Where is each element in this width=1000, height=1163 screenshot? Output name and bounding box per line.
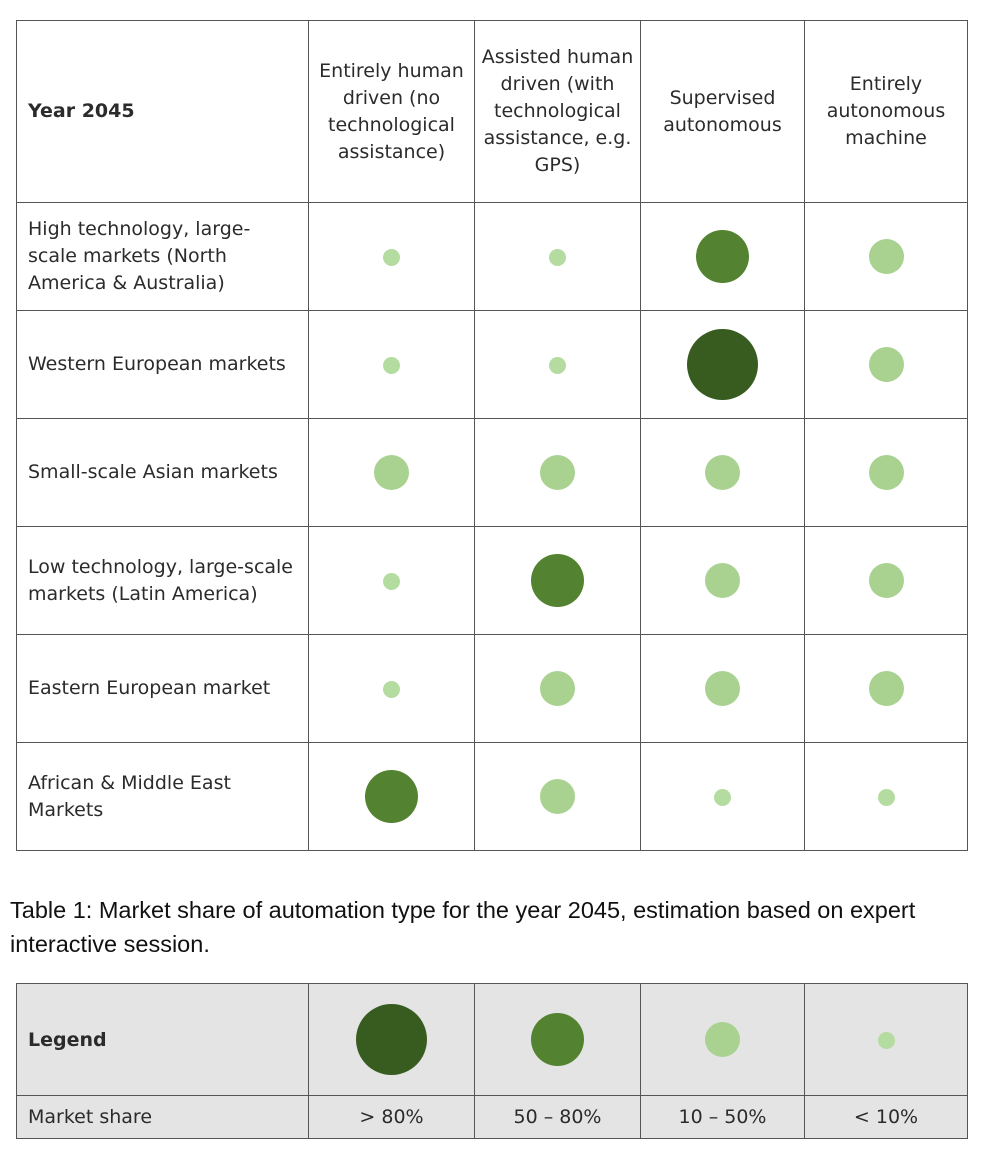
table-caption: Table 1: Market share of automation type… bbox=[10, 897, 916, 957]
share-cell bbox=[640, 742, 805, 851]
share-cell bbox=[308, 418, 475, 527]
column-header: Entirely human driven (no technological … bbox=[308, 20, 475, 203]
table-row: Low technology, large-scale markets (Lat… bbox=[16, 526, 968, 635]
table-row: Small-scale Asian markets bbox=[16, 418, 968, 527]
legend-values-row: Market share > 80% 50 – 80% 10 – 50% < 1… bbox=[16, 1095, 968, 1139]
share-dot bbox=[705, 563, 740, 598]
share-cell bbox=[474, 742, 641, 851]
legend-dot bbox=[531, 1013, 584, 1066]
share-cell bbox=[804, 202, 968, 311]
share-dot bbox=[868, 455, 904, 490]
share-dot bbox=[383, 249, 400, 266]
share-cell bbox=[474, 634, 641, 743]
legend-title: Legend bbox=[16, 983, 309, 1096]
share-cell bbox=[308, 202, 475, 311]
legend-dot bbox=[356, 1004, 427, 1075]
share-cell bbox=[804, 742, 968, 851]
market-label: Small-scale Asian markets bbox=[16, 418, 309, 527]
share-cell bbox=[640, 202, 805, 311]
market-share-value: 10 – 50% bbox=[640, 1095, 805, 1139]
column-header: Entirely autonomous machine bbox=[804, 20, 968, 203]
table-row: High technology, large-scale markets (No… bbox=[16, 202, 968, 311]
market-share-value: < 10% bbox=[804, 1095, 968, 1139]
share-cell bbox=[640, 418, 805, 527]
market-share-label: Market share bbox=[16, 1095, 309, 1139]
market-share-value: 50 – 80% bbox=[474, 1095, 641, 1139]
share-dot bbox=[540, 779, 575, 814]
share-dot bbox=[696, 230, 749, 283]
share-dot bbox=[877, 789, 895, 806]
market-label: High technology, large-scale markets (No… bbox=[16, 202, 309, 311]
table-row: Eastern European market bbox=[16, 634, 968, 743]
share-cell bbox=[804, 310, 968, 419]
share-dot bbox=[365, 770, 418, 823]
legend-dot-cell bbox=[804, 983, 968, 1096]
share-dot bbox=[540, 671, 575, 706]
share-cell bbox=[308, 526, 475, 635]
share-cell bbox=[804, 634, 968, 743]
share-dot bbox=[687, 329, 758, 400]
share-dot bbox=[868, 563, 904, 598]
share-dot bbox=[705, 455, 740, 490]
share-cell bbox=[308, 634, 475, 743]
share-dot bbox=[868, 347, 904, 382]
market-share-table: Year 2045 Entirely human driven (no tech… bbox=[16, 20, 968, 851]
share-dot bbox=[383, 681, 400, 698]
share-cell bbox=[474, 526, 641, 635]
market-label: African & Middle East Markets bbox=[16, 742, 309, 851]
share-dot bbox=[868, 239, 904, 274]
share-cell bbox=[308, 742, 475, 851]
legend-table: Legend Market share > 80% 50 – 80% 10 – … bbox=[16, 983, 968, 1139]
share-dot bbox=[705, 671, 740, 706]
share-cell bbox=[804, 526, 968, 635]
share-cell bbox=[640, 634, 805, 743]
share-cell bbox=[474, 310, 641, 419]
share-cell bbox=[474, 202, 641, 311]
column-header: Supervised autonomous bbox=[640, 20, 805, 203]
share-cell bbox=[308, 310, 475, 419]
share-dot bbox=[540, 455, 575, 490]
legend-dot-cell bbox=[308, 983, 475, 1096]
year-header: Year 2045 bbox=[16, 20, 309, 203]
share-dot bbox=[383, 573, 400, 590]
share-dot bbox=[549, 249, 566, 266]
legend-dot bbox=[705, 1022, 740, 1057]
share-dot bbox=[374, 455, 409, 490]
header-row: Year 2045 Entirely human driven (no tech… bbox=[16, 20, 968, 203]
market-label: Low technology, large-scale markets (Lat… bbox=[16, 526, 309, 635]
market-share-value: > 80% bbox=[308, 1095, 475, 1139]
market-label: Western European markets bbox=[16, 310, 309, 419]
table-row: Western European markets bbox=[16, 310, 968, 419]
share-dot bbox=[531, 554, 584, 607]
share-dot bbox=[868, 671, 904, 706]
share-cell bbox=[804, 418, 968, 527]
legend-dot-cell bbox=[640, 983, 805, 1096]
share-dot bbox=[714, 789, 731, 806]
market-label: Eastern European market bbox=[16, 634, 309, 743]
legend-dots-row: Legend bbox=[16, 983, 968, 1096]
legend-dot bbox=[877, 1032, 895, 1049]
share-cell bbox=[640, 526, 805, 635]
share-dot bbox=[549, 357, 566, 374]
share-cell bbox=[640, 310, 805, 419]
legend-dot-cell bbox=[474, 983, 641, 1096]
column-header: Assisted human driven (with technologica… bbox=[474, 20, 641, 203]
share-cell bbox=[474, 418, 641, 527]
table-row: African & Middle East Markets bbox=[16, 742, 968, 851]
share-dot bbox=[383, 357, 400, 374]
